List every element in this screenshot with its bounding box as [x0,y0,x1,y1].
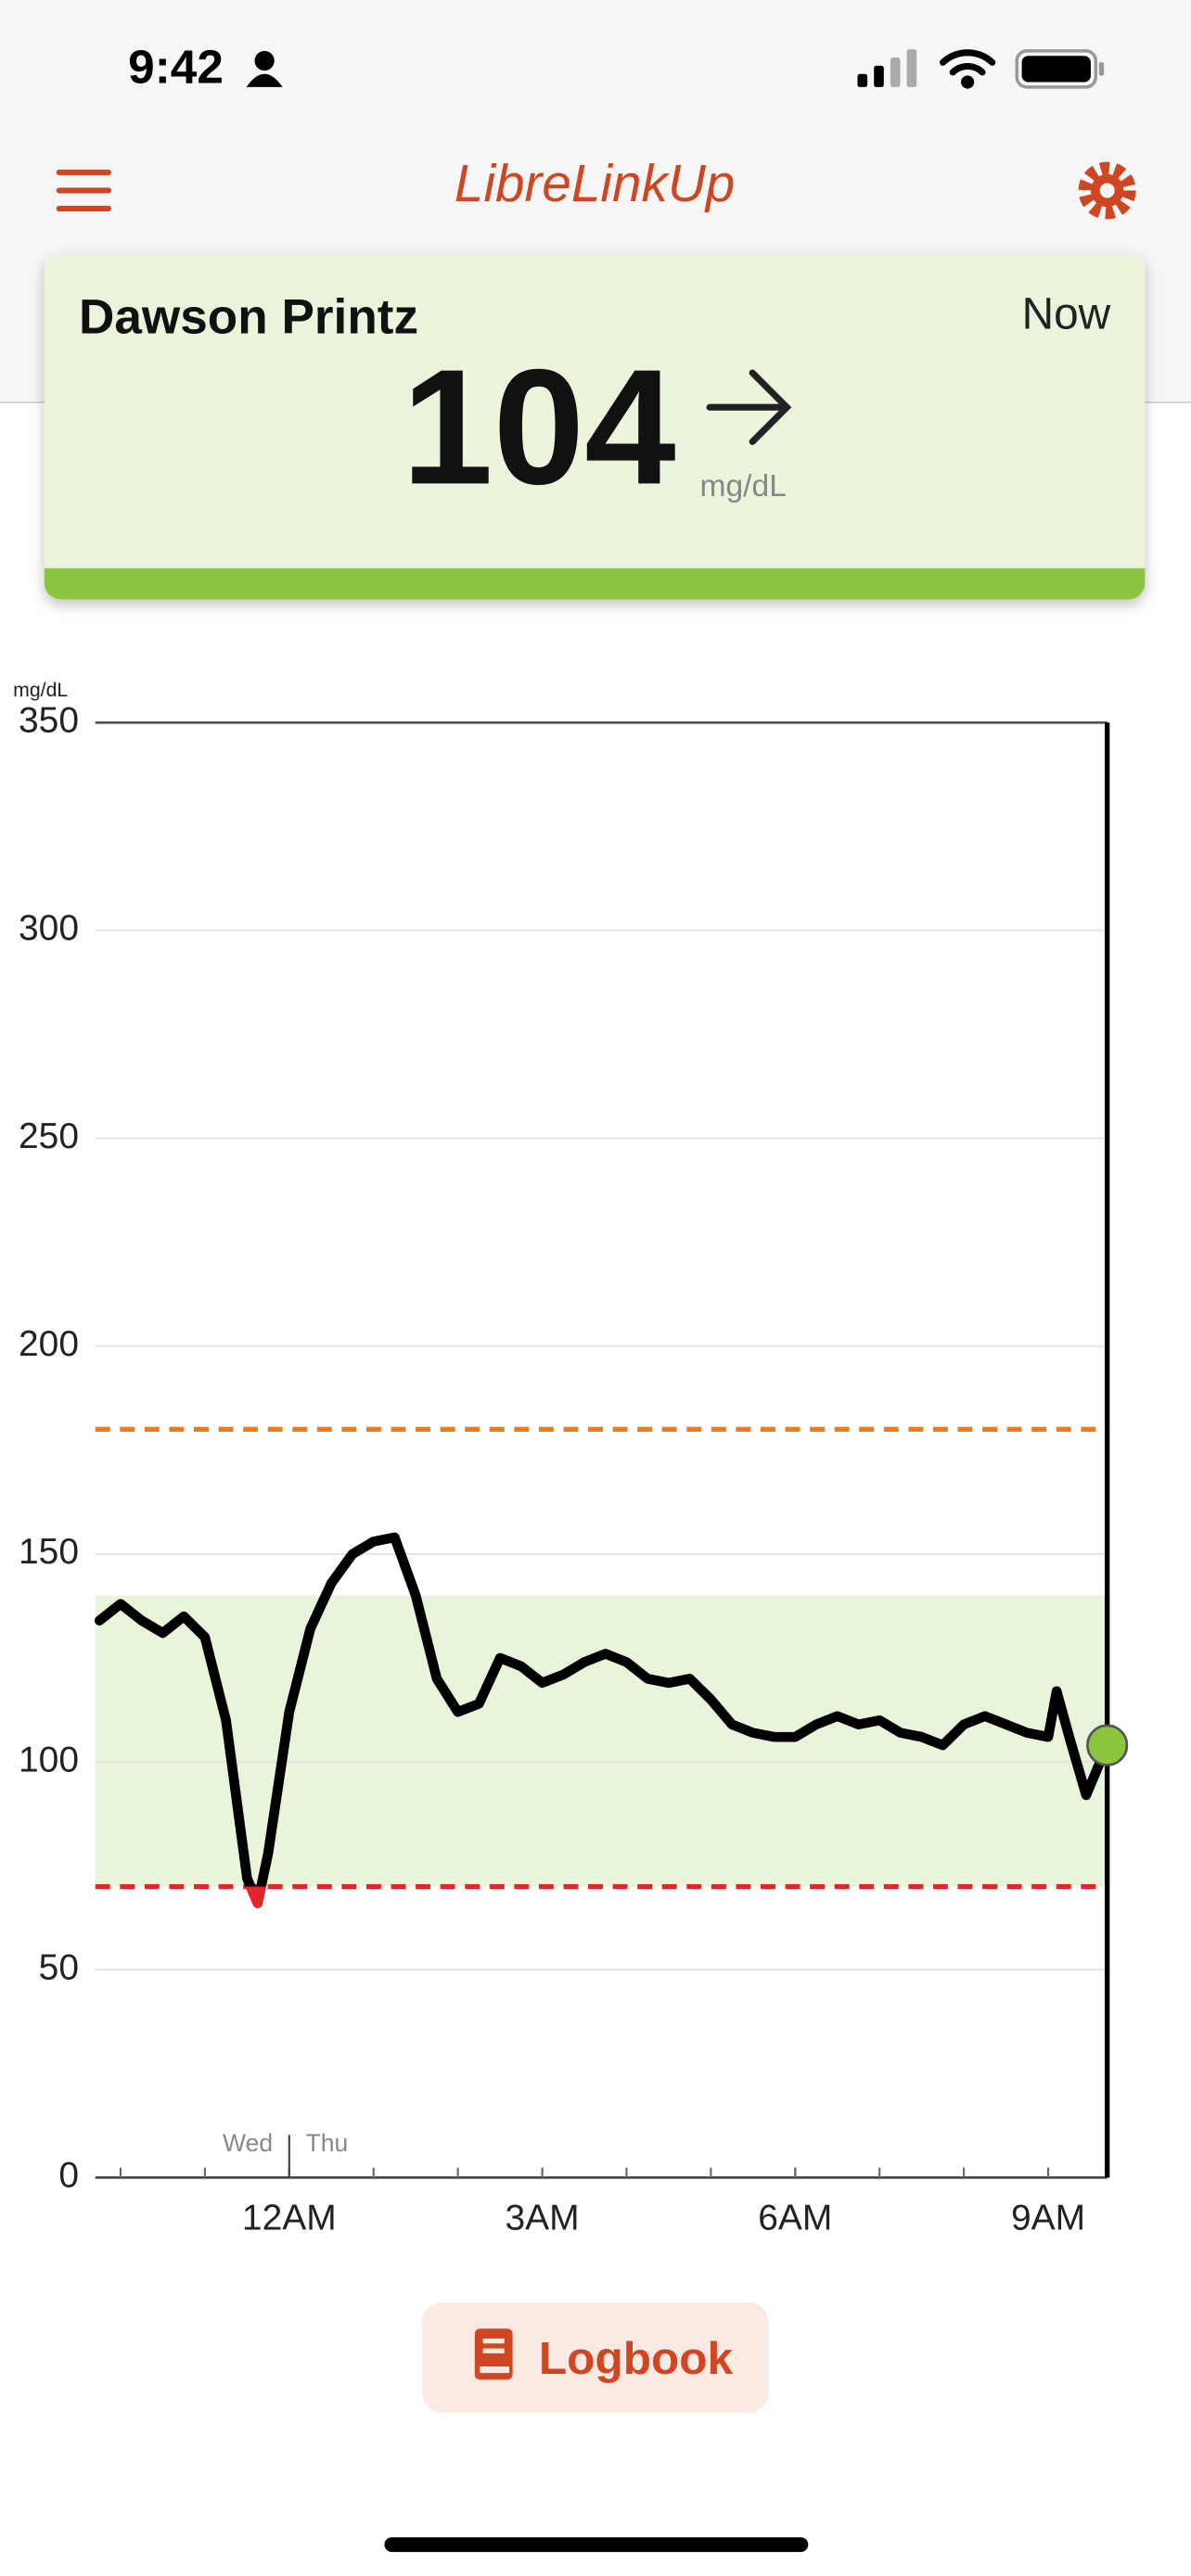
glucose-line-low [245,1886,266,1908]
y-tick-label: 0 [58,2156,79,2196]
y-tick-label: 150 [19,1532,79,1572]
y-tick-label: 50 [39,1947,79,1987]
patient-name: Dawson Printz [79,289,418,344]
app-title: LibreLinkUp [455,155,735,213]
current-point [1086,1724,1129,1766]
x-tick-label: 12AM [242,2199,337,2238]
y-tick-label: 300 [19,909,79,949]
signal-icon [857,49,917,87]
logbook-button[interactable]: Logbook [422,2302,769,2413]
x-tick-label: 6AM [758,2199,832,2238]
logbook-label[interactable]: Logbook [539,2332,734,2384]
battery-icon [1015,49,1105,89]
wifi-icon [940,49,996,89]
reading-time: Now [1022,289,1111,338]
y-tick-label: 350 [19,701,79,741]
y-axis-unit: mg/dL [13,679,68,701]
y-tick-label: 100 [19,1740,79,1779]
x-tick-label: 3AM [506,2199,580,2238]
status-time: 9:42 [128,41,224,94]
day-label: Thu [306,2129,349,2157]
day-label: Wed [223,2129,273,2157]
menu-button[interactable] [56,169,111,212]
glucose-chart: 0 50 100 150 200 250 300 350 12AM 3AM 6AM 9AM Wed Thu [19,701,1129,2238]
y-tick-label: 200 [19,1324,79,1364]
home-indicator [384,2537,809,2553]
trend-arrow [706,369,792,445]
reading-value: 104 [402,335,675,518]
y-tick-label: 250 [19,1116,79,1156]
reading-unit: mg/dL [699,469,786,504]
person-icon [246,50,283,87]
reading-card [44,254,1146,600]
x-tick-label: 9AM [1011,2199,1085,2238]
